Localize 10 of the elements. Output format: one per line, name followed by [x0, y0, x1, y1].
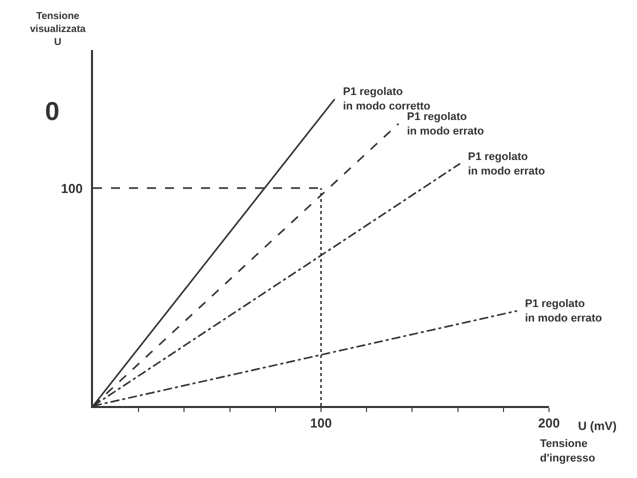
- text: Tensione visualizzata U: [30, 11, 86, 48]
- series-label: P1 regolato in modo errato: [468, 151, 546, 178]
- text: Tensione d'ingresso: [540, 438, 596, 464]
- annotation: 100: [61, 181, 83, 196]
- x-tick-label: 200: [538, 416, 560, 431]
- series-label: P1 regolato in modo errato: [407, 111, 484, 138]
- series-label: P1 regolato in modo corretto: [343, 86, 431, 112]
- text: 0: [45, 96, 60, 126]
- series-label: P1 regolato in modo errato: [525, 298, 602, 324]
- x-axis-title: U (mV): [578, 419, 617, 433]
